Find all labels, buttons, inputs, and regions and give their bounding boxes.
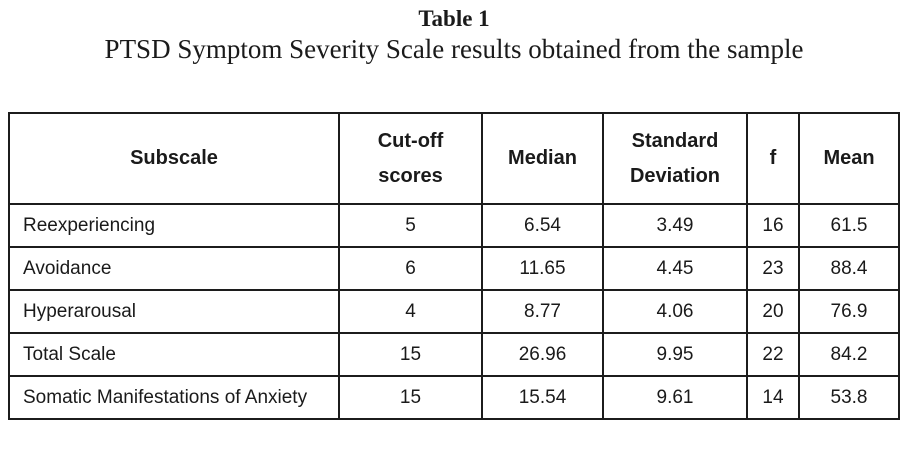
col-header-subscale: Subscale xyxy=(8,112,340,206)
cell-median: 8.77 xyxy=(481,289,604,335)
cell-mean: 53.8 xyxy=(798,375,900,421)
cell-cutoff-scores: 15 xyxy=(338,375,483,421)
cell-median: 15.54 xyxy=(481,375,604,421)
table-subtitle: PTSD Symptom Severity Scale results obta… xyxy=(104,34,804,65)
cell-median: 6.54 xyxy=(481,203,604,249)
cell-standard-deviation: 9.61 xyxy=(602,375,748,421)
cell-mean: 84.2 xyxy=(798,332,900,378)
cell-median: 26.96 xyxy=(481,332,604,378)
col-header-mean: Mean xyxy=(798,112,900,206)
cell-median: 11.65 xyxy=(481,246,604,292)
col-header-median: Median xyxy=(481,112,604,206)
cell-standard-deviation: 4.45 xyxy=(602,246,748,292)
cell-mean: 76.9 xyxy=(798,289,900,335)
table-caption: Table 1 PTSD Symptom Severity Scale resu… xyxy=(0,6,908,65)
cell-f: 23 xyxy=(746,246,800,292)
cell-subscale: Hyperarousal xyxy=(8,289,340,335)
cell-mean: 88.4 xyxy=(798,246,900,292)
table-row-somatic-manifestations: Somatic Manifestations of Anxiety 15 15.… xyxy=(8,375,900,421)
header-row: Subscale Cut-off scores Median Standard … xyxy=(8,112,900,206)
table-title: Table 1 xyxy=(418,6,490,31)
table-row-reexperiencing: Reexperiencing 5 6.54 3.49 16 61.5 xyxy=(8,203,900,249)
cell-cutoff-scores: 15 xyxy=(338,332,483,378)
table-row-avoidance: Avoidance 6 11.65 4.45 23 88.4 xyxy=(8,246,900,292)
col-header-standard-deviation: Standard Deviation xyxy=(602,112,748,206)
table-row-total-scale: Total Scale 15 26.96 9.95 22 84.2 xyxy=(8,332,900,378)
page: Table 1 PTSD Symptom Severity Scale resu… xyxy=(0,6,908,421)
col-header-f: f xyxy=(746,112,800,206)
cell-subscale: Total Scale xyxy=(8,332,340,378)
cell-f: 20 xyxy=(746,289,800,335)
cell-subscale: Avoidance xyxy=(8,246,340,292)
cell-subscale: Somatic Manifestations of Anxiety xyxy=(8,375,340,421)
cell-f: 14 xyxy=(746,375,800,421)
cell-mean: 61.5 xyxy=(798,203,900,249)
cell-cutoff-scores: 5 xyxy=(338,203,483,249)
cell-subscale: Reexperiencing xyxy=(8,203,340,249)
cell-standard-deviation: 3.49 xyxy=(602,203,748,249)
results-table: Subscale Cut-off scores Median Standard … xyxy=(8,112,900,421)
table-row-hyperarousal: Hyperarousal 4 8.77 4.06 20 76.9 xyxy=(8,289,900,335)
cell-f: 16 xyxy=(746,203,800,249)
cell-standard-deviation: 9.95 xyxy=(602,332,748,378)
cell-cutoff-scores: 6 xyxy=(338,246,483,292)
col-header-cutoff-scores: Cut-off scores xyxy=(338,112,483,206)
cell-standard-deviation: 4.06 xyxy=(602,289,748,335)
cell-cutoff-scores: 4 xyxy=(338,289,483,335)
cell-f: 22 xyxy=(746,332,800,378)
